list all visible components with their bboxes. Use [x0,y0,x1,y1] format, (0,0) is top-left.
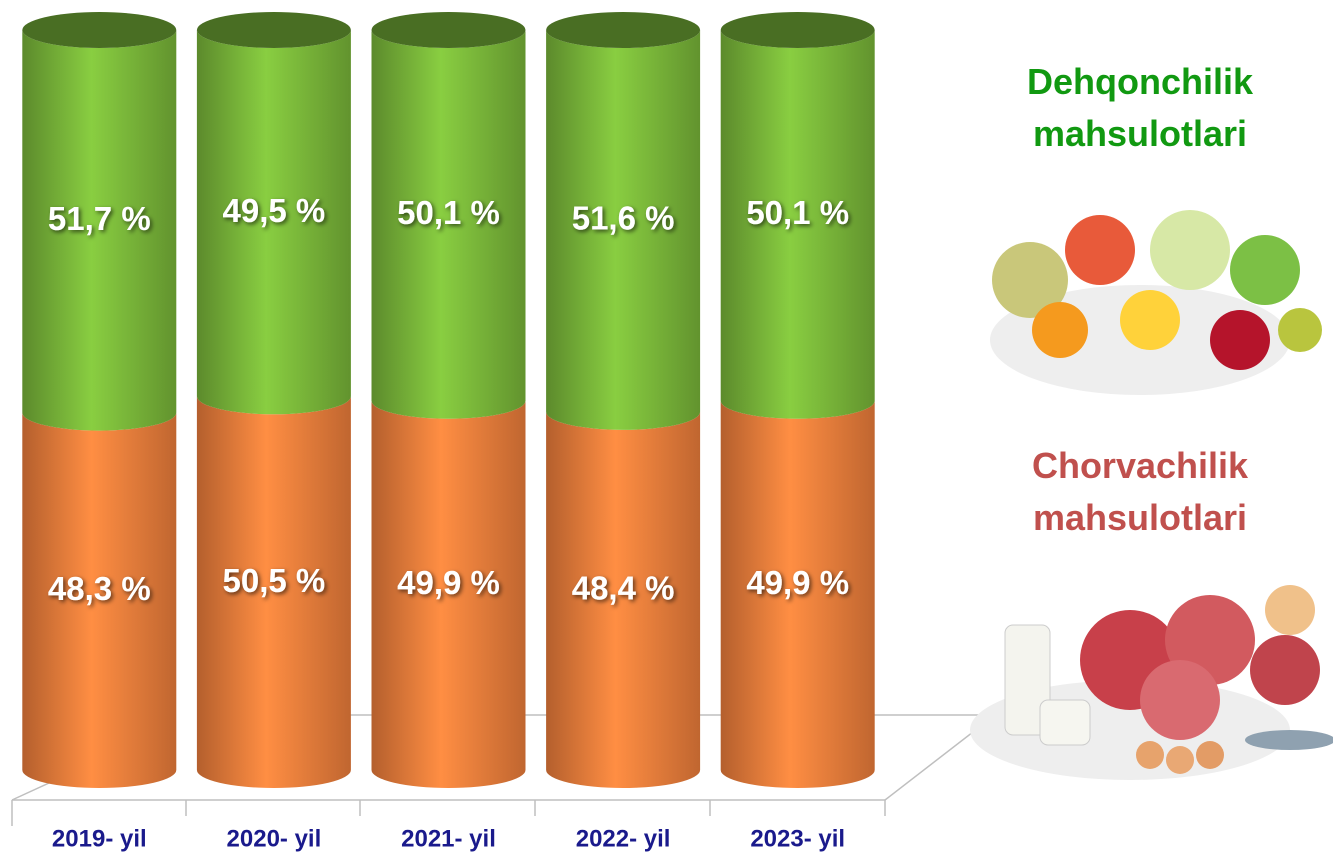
value-label: 49,9 % [746,564,849,601]
x-tick-label: 2019- yil [52,825,147,852]
x-tick-label: 2023- yil [750,825,845,852]
bar-cap [196,12,351,48]
bar-segment [22,412,177,788]
value-label: 48,3 % [48,570,151,607]
value-label: 48,4 % [572,570,675,607]
x-tick-label: 2020- yil [227,825,322,852]
value-label: 51,6 % [572,200,675,237]
bar-cap [371,12,526,48]
meat-picture [970,585,1333,780]
bar-segment [196,30,351,415]
bar-segment [546,411,701,788]
bar-segment [371,30,526,419]
value-label: 51,7 % [48,200,151,237]
x-tick-label: 2022- yil [576,825,671,852]
produce-picture [990,210,1322,395]
value-label: 49,5 % [223,192,326,229]
x-tick-label: 2021- yil [401,825,496,852]
value-label: 49,9 % [397,564,500,601]
value-label: 50,5 % [223,562,326,599]
value-label: 50,1 % [397,194,500,231]
bar-cap [546,12,701,48]
bar-segment [546,30,701,430]
legend-green: Dehqonchilik mahsulotlari [1026,61,1254,154]
bar-segment [22,30,177,431]
bar-cap [720,12,875,48]
bar-segment [720,30,875,419]
bar-segment [196,396,351,788]
legend-orange: Chorvachilik mahsulotlari [1031,445,1249,538]
bar-cap [22,12,177,48]
value-label: 50,1 % [746,194,849,231]
bar-segment [371,400,526,788]
bar-segment [720,400,875,788]
